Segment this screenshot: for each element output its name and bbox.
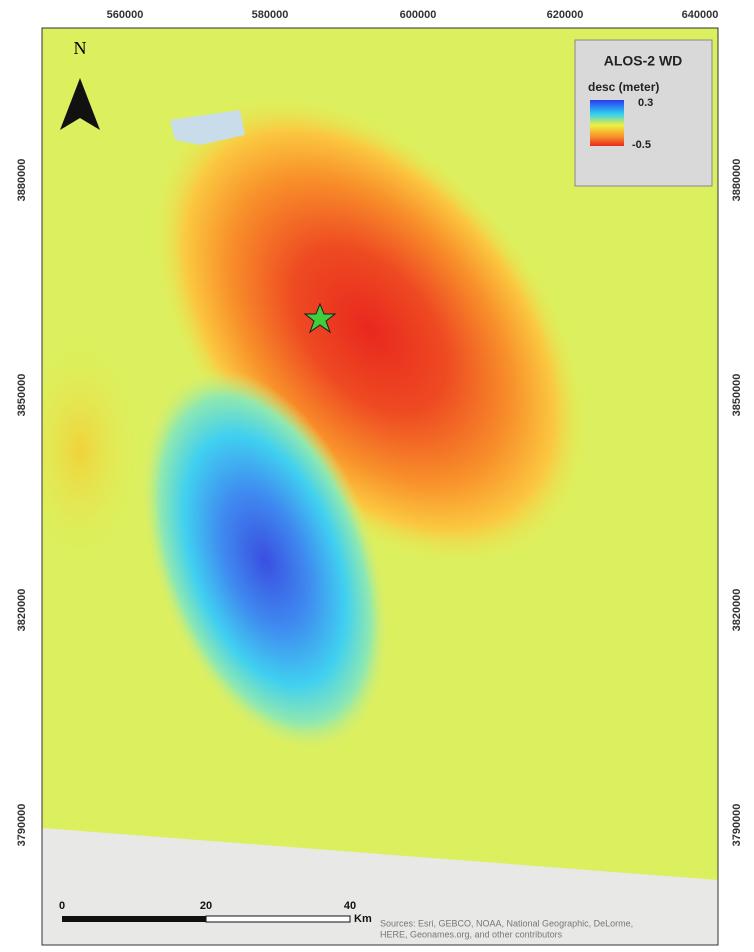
top-coordinate-label: 620000 — [547, 9, 584, 21]
attribution-line: Sources: Esri, GEBCO, NOAA, National Geo… — [380, 918, 633, 928]
map-figure: N ALOS-2 WD desc (meter) 0.3 -0.5 560000… — [0, 0, 754, 952]
legend-min-label: -0.5 — [632, 139, 651, 151]
scale-unit: Km — [354, 913, 372, 925]
legend: ALOS-2 WD desc (meter) 0.3 -0.5 — [575, 40, 712, 186]
legend-title: ALOS-2 WD — [604, 53, 683, 69]
legend-max-label: 0.3 — [638, 97, 653, 109]
scale-bar — [62, 916, 350, 922]
left-coordinate-label: 3790000 — [16, 804, 28, 847]
left-coordinate-label: 3880000 — [16, 159, 28, 202]
north-label: N — [74, 38, 87, 58]
top-coordinate-label: 580000 — [252, 9, 289, 21]
top-coordinate-label: 640000 — [682, 9, 719, 21]
attribution-line: HERE, Geonames.org, and other contributo… — [380, 929, 563, 939]
legend-colorbar — [590, 100, 624, 146]
right-coordinate-label: 3850000 — [731, 374, 743, 417]
scale-segment — [206, 916, 350, 922]
top-coordinate-label: 600000 — [400, 9, 437, 21]
west-anomaly — [20, 340, 140, 560]
scale-label: 0 — [59, 900, 65, 912]
scale-segment — [62, 916, 206, 922]
right-coordinate-label: 3790000 — [731, 804, 743, 847]
scale-label: 40 — [344, 900, 356, 912]
right-coordinate-label: 3880000 — [731, 159, 743, 202]
left-coordinate-label: 3820000 — [16, 589, 28, 632]
page: {"map": { "top_labels": ["560000", "5800… — [0, 0, 754, 952]
legend-subtitle: desc (meter) — [588, 80, 659, 94]
left-coordinate-label: 3850000 — [16, 374, 28, 417]
right-coordinate-label: 3820000 — [731, 589, 743, 632]
top-coordinate-label: 560000 — [107, 9, 144, 21]
scale-label: 20 — [200, 900, 212, 912]
